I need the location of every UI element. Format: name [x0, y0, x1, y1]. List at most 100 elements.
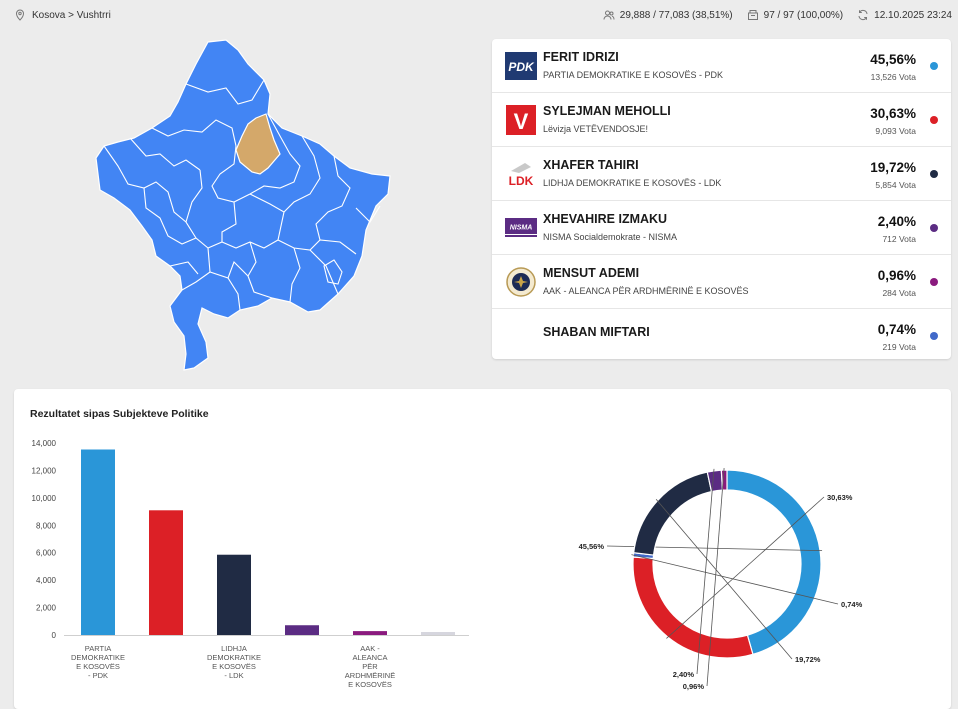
party-color-dot — [930, 224, 938, 232]
updated-stat: 12.10.2025 23:24 — [857, 9, 952, 21]
municipality-borders — [103, 79, 381, 311]
refresh-icon — [858, 9, 868, 21]
x-tick-label: DEMOKRATIKE — [207, 653, 261, 662]
svg-text:PDK: PDK — [508, 60, 535, 74]
x-tick-label: AAK - — [360, 644, 380, 653]
candidate-name: FERIT IDRIZI — [543, 50, 619, 64]
party-color-dot — [930, 62, 938, 70]
slice-leader-line — [696, 468, 715, 675]
y-tick-label: 14,000 — [32, 439, 57, 448]
slice-leader-line — [631, 554, 839, 605]
x-tick-label: LIDHJA — [221, 644, 247, 653]
bar[interactable] — [421, 631, 455, 635]
slice-leader-line — [655, 498, 793, 660]
party-color-dot — [930, 332, 938, 340]
y-tick-label: 2,000 — [36, 604, 57, 613]
party-color-dot — [930, 170, 938, 178]
candidate-row[interactable]: PDK FERIT IDRIZI PARTIA DEMOKRATIKE E KO… — [492, 39, 951, 93]
slice-label: 2,40% — [673, 670, 695, 679]
candidate-party: NISMA Socialdemokrate - NISMA — [543, 232, 678, 242]
slice-label: 0,74% — [841, 600, 863, 609]
party-color-dot — [930, 116, 938, 124]
x-tick-label: E KOSOVËS — [348, 680, 392, 689]
candidate-votes: 5,854 Vota — [875, 180, 916, 190]
y-tick-label: 6,000 — [36, 549, 57, 558]
donut-slice[interactable] — [720, 469, 728, 491]
candidate-row[interactable]: NISMA XHEVAHIRE IZMAKU NISMA Socialdemok… — [492, 201, 951, 255]
candidate-name: XHAFER TAHIRI — [543, 158, 639, 172]
candidate-party: AAK - ALEANCA PËR ARDHMËRINË E KOSOVËS — [543, 286, 749, 296]
candidate-party: Lëvizja VETËVENDOSJE! — [543, 124, 649, 134]
candidate-votes: 284 Vota — [882, 288, 916, 298]
candidate-percentage: 45,56% — [870, 52, 916, 67]
candidate-percentage: 0,74% — [877, 322, 916, 337]
location-pin-icon — [15, 9, 25, 21]
ballot-box-icon — [747, 10, 758, 20]
stats-bar: 29,888 / 77,083 (38,51%) 97 / 97 (100,00… — [603, 9, 952, 21]
slice-label: 30,63% — [827, 493, 853, 502]
kosovo-map-outline — [95, 39, 391, 371]
candidate-percentage: 2,40% — [877, 214, 916, 229]
y-tick-label: 8,000 — [36, 521, 57, 530]
svg-text:LDK: LDK — [509, 174, 534, 187]
party-color-dot — [930, 278, 938, 286]
candidate-percentage: 0,96% — [877, 268, 916, 283]
x-tick-label: E KOSOVËS — [76, 662, 120, 671]
donut-chart: 45,56% 30,63% 0,74% 19,72% 2,40% 0,96% — [579, 468, 863, 691]
svg-text:V: V — [514, 109, 529, 134]
candidate-votes: 13,526 Vota — [870, 72, 916, 82]
bar-chart: 0 2,000 4,000 6,000 8,000 10,000 12,000 14,000 P… — [32, 439, 469, 689]
aak-logo — [505, 267, 537, 297]
turnout-text: 29,888 / 77,083 (38,51%) — [619, 9, 733, 21]
y-tick-label: 4,000 — [36, 576, 57, 585]
svg-text:NISMA: NISMA — [510, 225, 533, 232]
donut-slice[interactable] — [726, 469, 822, 656]
breadcrumb-text: Kosova > Vushtrri — [32, 9, 111, 21]
y-tick-label: 12,000 — [32, 466, 57, 475]
candidate-row[interactable]: LDK XHAFER TAHIRI LIDHJA DEMOKRATIKE E K… — [492, 147, 951, 201]
candidate-votes: 219 Vota — [882, 342, 916, 352]
turnout-stat: 29,888 / 77,083 (38,51%) — [603, 9, 733, 21]
slice-leader-line — [706, 468, 725, 687]
kosovo-municipality-map[interactable] — [88, 36, 398, 374]
slice-label: 45,56% — [579, 542, 605, 551]
stations-stat: 97 / 97 (100,00%) — [747, 9, 844, 21]
candidate-name: SHABAN MIFTARI — [543, 325, 650, 339]
candidate-percentage: 30,63% — [870, 106, 916, 121]
candidate-party: LIDHJA DEMOKRATIKE E KOSOVËS - LDK — [543, 178, 722, 188]
donut-slice[interactable] — [633, 471, 713, 556]
pdk-logo: PDK — [505, 51, 537, 81]
x-tick-label: ARDHMËRINË — [345, 671, 395, 680]
bar[interactable] — [217, 554, 251, 635]
x-tick-label: - LDK — [224, 671, 243, 680]
vushtrri-municipality-highlight[interactable] — [235, 113, 281, 175]
candidate-party: PARTIA DEMOKRATIKE E KOSOVËS - PDK — [543, 70, 724, 80]
nisma-logo: NISMA — [505, 213, 537, 243]
bar[interactable] — [285, 625, 319, 635]
candidate-row[interactable]: MENSUT ADEMI AAK - ALEANCA PËR ARDHMËRIN… — [492, 255, 951, 309]
vetevendosje-logo: V — [505, 105, 537, 135]
users-icon — [603, 10, 615, 20]
x-tick-label: DEMOKRATIKE — [71, 653, 125, 662]
candidate-name: SYLEJMAN MEHOLLI — [543, 104, 671, 118]
bar[interactable] — [149, 510, 183, 635]
updated-text: 12.10.2025 23:24 — [874, 9, 952, 21]
x-tick-label: ALEANCA — [352, 653, 387, 662]
y-tick-label: 0 — [52, 631, 57, 640]
bar[interactable] — [353, 631, 387, 635]
candidate-row[interactable]: V SYLEJMAN MEHOLLI Lëvizja VETËVENDOSJE!… — [492, 93, 951, 147]
candidate-row[interactable]: SHABAN MIFTARI 0,74% 219 Vota — [492, 309, 951, 359]
ldk-logo: LDK — [505, 159, 537, 189]
results-chart-panel: Rezultatet sipas Subjekteve Politike 0 2,… — [14, 389, 951, 709]
x-tick-label: E KOSOVËS — [212, 662, 256, 671]
slice-leader-line — [666, 496, 825, 639]
breadcrumb[interactable]: Kosova > Vushtrri — [14, 9, 111, 21]
candidate-votes: 9,093 Vota — [875, 126, 916, 136]
x-tick-label: PËR — [362, 662, 378, 671]
chart-title: Rezultatet sipas Subjekteve Politike — [30, 408, 209, 420]
donut-slice[interactable] — [632, 556, 754, 659]
slice-label: 0,96% — [683, 682, 705, 691]
bar[interactable] — [81, 449, 115, 635]
stations-text: 97 / 97 (100,00%) — [763, 9, 844, 21]
top-bar: Kosova > Vushtrri 29,888 / 77,083 (38,51… — [0, 0, 958, 30]
